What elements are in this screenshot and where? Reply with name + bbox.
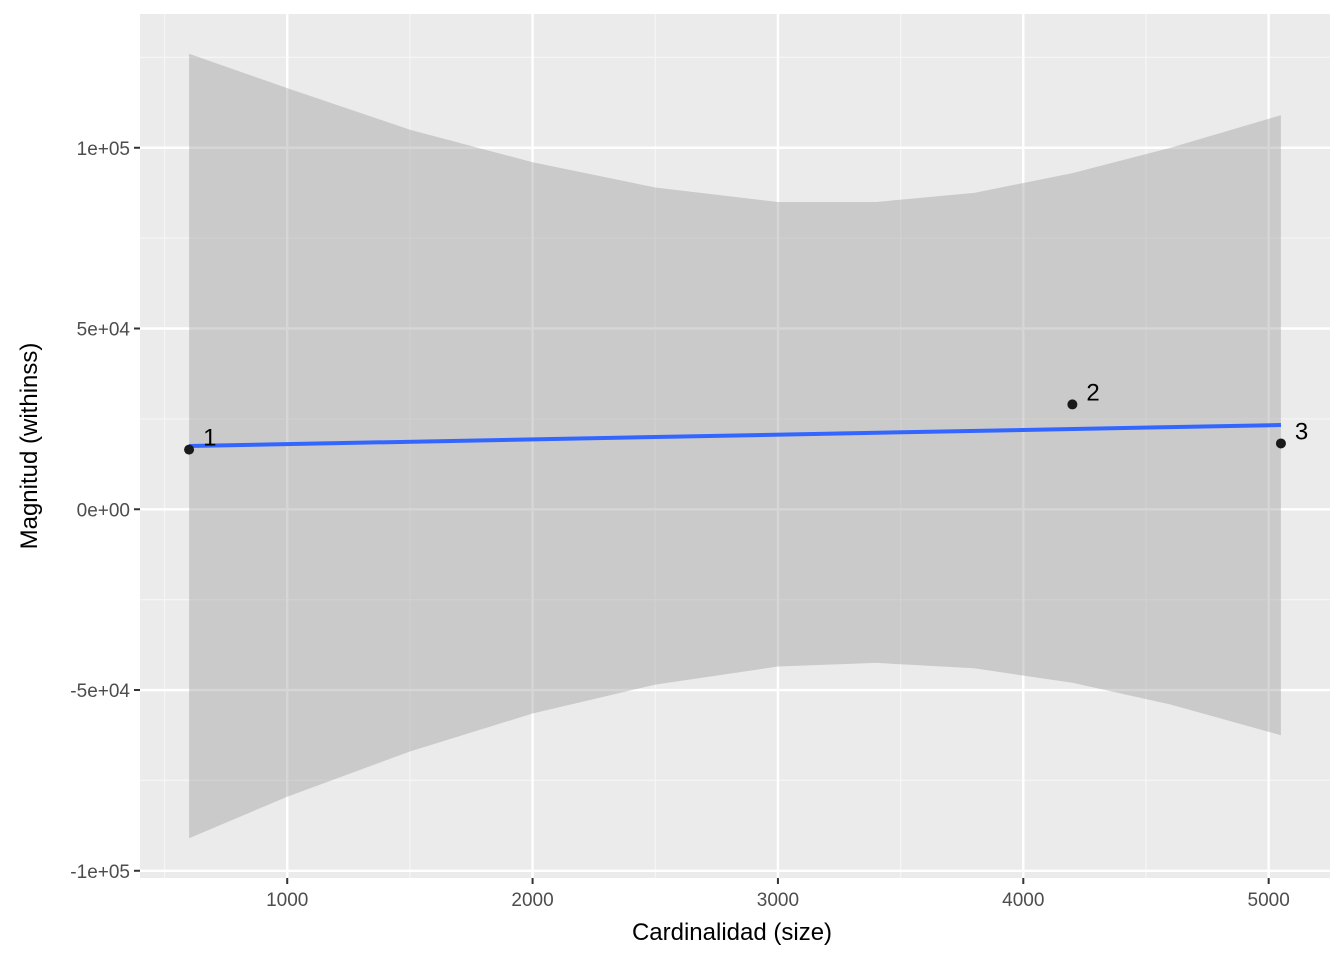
y-tick-label: -1e+05	[70, 862, 130, 883]
point-label-3: 3	[1295, 418, 1308, 445]
data-point-3	[1275, 438, 1286, 449]
data-point-2	[1067, 399, 1078, 410]
x-tick-label: 1000	[266, 890, 308, 911]
data-points	[184, 399, 1286, 455]
y-tick-labels: -1e+05 -5e+04 0e+00 5e+04 1e+05	[70, 139, 130, 883]
point-label-2: 2	[1086, 379, 1099, 406]
fit-line	[189, 423, 1281, 448]
x-tick-labels: 1000 2000 3000 4000 5000	[266, 890, 1290, 911]
axis-ticks	[134, 146, 1270, 884]
y-axis-title: Magnitud (withinss)	[16, 343, 43, 550]
x-tick-label: 5000	[1248, 890, 1290, 911]
y-tick-label: 0e+00	[77, 500, 130, 521]
x-tick-label: 3000	[757, 890, 799, 911]
plot-panel	[140, 14, 1330, 878]
y-tick-label: 1e+05	[77, 139, 130, 160]
y-tick-label: 5e+04	[77, 320, 131, 341]
confidence-band	[189, 53, 1281, 839]
x-tick-label: 2000	[511, 890, 553, 911]
x-tick-label: 4000	[1002, 890, 1044, 911]
y-tick-label: -5e+04	[70, 681, 130, 702]
grid-minor	[140, 14, 1330, 878]
x-axis-title: Cardinalidad (size)	[632, 919, 832, 946]
point-labels: 1 2 3	[203, 379, 1308, 451]
data-point-1	[184, 444, 195, 455]
point-label-1: 1	[203, 425, 216, 452]
